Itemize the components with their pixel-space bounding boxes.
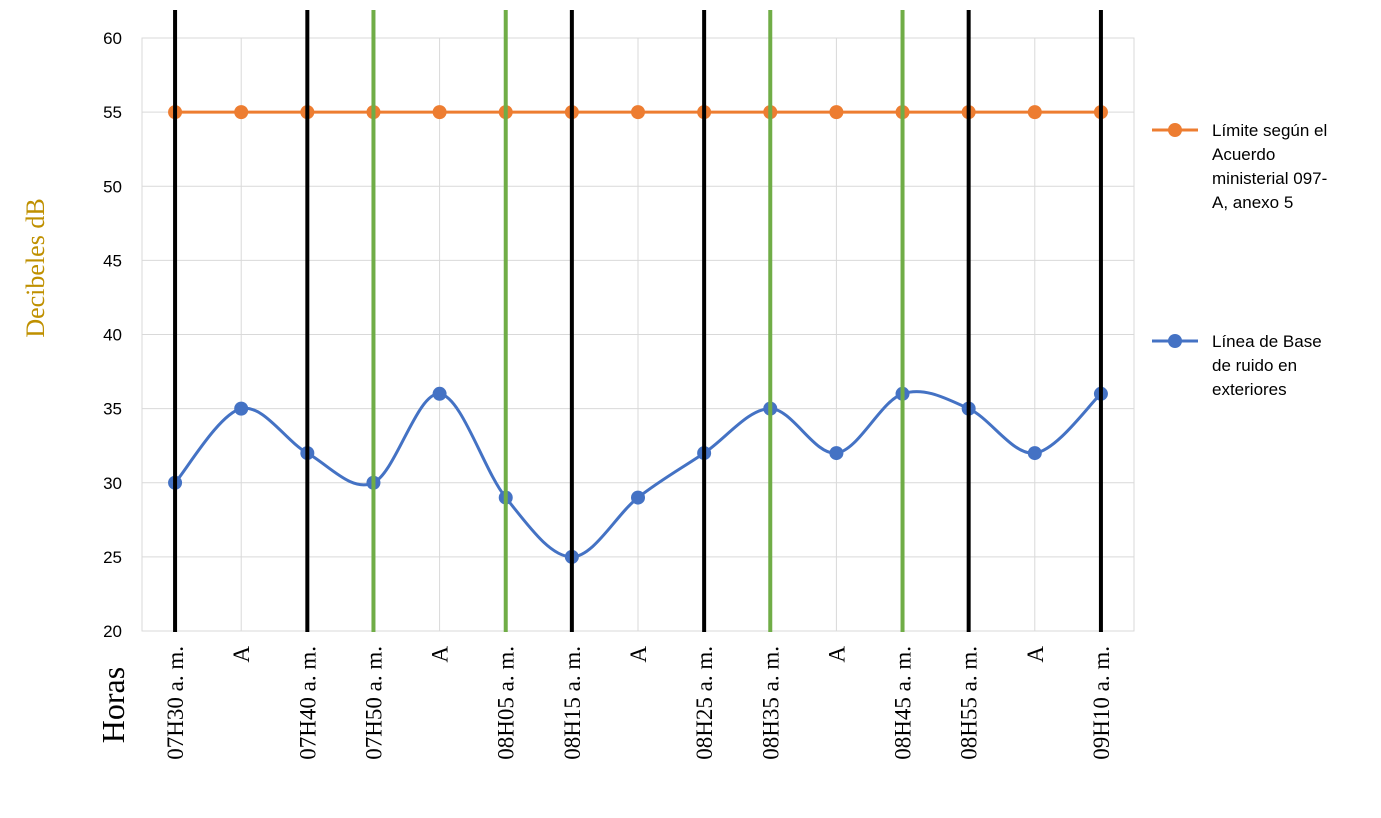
x-axis-label: Horas (95, 667, 131, 743)
series-0-point (829, 105, 844, 120)
y-axis-ticks: 20 25 30 35 40 45 50 55 60 (103, 29, 122, 641)
x-tick-label: 08H05 a. m. (494, 646, 519, 760)
grid-lines (142, 37, 1134, 632)
y-tick-label: 50 (103, 177, 122, 196)
x-tick-label: A (428, 646, 453, 663)
series-0-point (432, 105, 447, 120)
legend-label: A, anexo 5 (1212, 193, 1293, 212)
x-tick-label: 07H40 a. m. (295, 646, 320, 760)
y-tick-label: 55 (103, 103, 122, 122)
x-tick-label: 08H35 a. m. (758, 646, 783, 760)
y-tick-label: 45 (103, 251, 122, 270)
series-0-point (631, 105, 645, 120)
y-tick-label: 60 (103, 29, 122, 48)
legend-label: Límite según el (1212, 121, 1327, 140)
series-0-point (234, 105, 249, 120)
x-tick-label: A (626, 646, 651, 663)
plot-area (141, 37, 1135, 632)
series-1-point (631, 490, 645, 505)
y-tick-label: 40 (103, 326, 122, 345)
legend-swatch-marker (1168, 334, 1182, 348)
x-tick-label: 07H50 a. m. (361, 646, 386, 760)
legend-label: Acuerdo (1212, 145, 1275, 164)
y-tick-label: 30 (103, 474, 122, 493)
x-tick-label: 09H10 a. m. (1089, 646, 1114, 760)
x-tick-label: 08H55 a. m. (957, 646, 982, 760)
series-1-point (432, 386, 447, 401)
x-tick-label: 08H45 a. m. (891, 646, 916, 760)
x-tick-label: A (824, 646, 849, 663)
x-tick-label: 08H25 a. m. (692, 646, 717, 760)
x-tick-label: 08H15 a. m. (560, 646, 585, 760)
series-1-point (234, 401, 249, 416)
x-tick-label: 07H30 a. m. (163, 646, 188, 760)
x-axis-ticks: 07H30 a. m. A 07H40 a. m. 07H50 a. m. A 08H05… (163, 646, 1114, 760)
y-tick-label: 25 (103, 548, 122, 567)
legend-label: exteriores (1212, 380, 1287, 399)
series-line-1 (173, 390, 1102, 559)
series-1-point (1027, 446, 1042, 461)
y-axis-label: Decibeles dB (21, 198, 50, 337)
legend: Límite según el Acuerdo ministerial 097- A,… (1152, 121, 1327, 399)
y-tick-label: 35 (103, 400, 122, 419)
legend-swatch-marker (1168, 123, 1182, 137)
x-tick-label: A (1023, 646, 1048, 663)
legend-label: de ruido en (1212, 356, 1297, 375)
series-0-point (1027, 105, 1042, 120)
y-tick-label: 20 (103, 622, 122, 641)
legend-label: Línea de Base (1212, 332, 1322, 351)
series-1-point (829, 446, 844, 461)
series-layer (168, 105, 1108, 564)
vertical-markers (173, 10, 1103, 632)
x-tick-label: A (229, 646, 254, 663)
legend-label: ministerial 097- (1212, 169, 1327, 188)
